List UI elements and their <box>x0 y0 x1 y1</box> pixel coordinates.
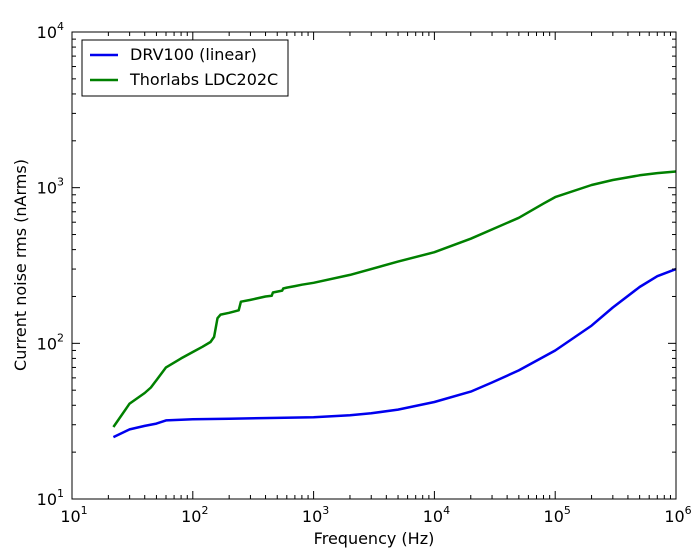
x-tick-base: 10 <box>302 507 322 526</box>
x-tick-labels: 101 102 103 104 105 106 <box>60 504 691 526</box>
x-tick-label: 103 <box>302 504 329 526</box>
x-tick-label: 102 <box>181 504 208 526</box>
x-tick-base: 10 <box>181 507 201 526</box>
axis-ticks <box>71 32 676 500</box>
series-line-1 <box>112 170 677 428</box>
y-tick-label: 103 <box>37 176 64 198</box>
x-tick-label: 105 <box>544 504 571 526</box>
legend-label-drv100: DRV100 (linear) <box>130 45 257 64</box>
legend-label-thorlabs: Thorlabs LDC202C <box>129 70 278 89</box>
x-tick-exponent: 3 <box>322 504 329 517</box>
plot-frame <box>71 31 677 500</box>
x-axis-label: Frequency (Hz) <box>314 529 435 548</box>
y-tick-exponent: 4 <box>57 20 64 33</box>
y-tick-base: 10 <box>37 23 57 42</box>
y-axis-label: Current noise rms (nArms) <box>11 159 30 371</box>
y-tick-label: 102 <box>37 331 64 353</box>
y-tick-exponent: 3 <box>57 176 64 189</box>
x-tick-exponent: 4 <box>443 504 450 517</box>
x-tick-base: 10 <box>423 507 443 526</box>
x-tick-base: 10 <box>60 507 80 526</box>
y-tick-exponent: 1 <box>57 487 64 500</box>
x-tick-label: 101 <box>60 504 87 526</box>
plot-lines <box>112 170 677 439</box>
x-tick-exponent: 5 <box>564 504 571 517</box>
legend: DRV100 (linear) Thorlabs LDC202C <box>81 39 289 97</box>
y-tick-exponent: 2 <box>57 331 64 344</box>
x-tick-exponent: 1 <box>81 504 88 517</box>
x-tick-label: 104 <box>423 504 450 526</box>
x-tick-label: 106 <box>664 504 691 526</box>
series-line-0 <box>112 267 677 439</box>
x-tick-base: 10 <box>544 507 564 526</box>
legend-box <box>81 39 289 97</box>
x-tick-exponent: 6 <box>685 504 692 517</box>
y-tick-label: 104 <box>37 20 64 42</box>
x-tick-exponent: 2 <box>201 504 208 517</box>
x-tick-base: 10 <box>664 507 684 526</box>
y-tick-base: 10 <box>37 334 57 353</box>
y-tick-label: 101 <box>37 487 64 509</box>
y-tick-base: 10 <box>37 490 57 509</box>
y-tick-base: 10 <box>37 179 57 198</box>
